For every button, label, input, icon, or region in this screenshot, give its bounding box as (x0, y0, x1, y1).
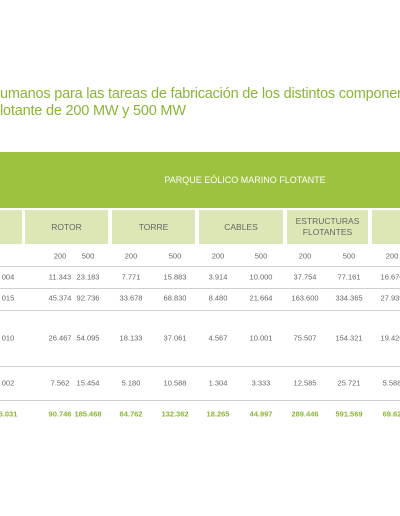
table-cell: 21.664 (249, 293, 273, 303)
table-cell: 8.480 (208, 293, 228, 303)
total-cell: 591.569 (335, 409, 363, 419)
table-cell: 4.567 (208, 333, 228, 343)
table-cell: 12.585 (293, 378, 317, 388)
table-cell: 10.000 (249, 272, 273, 282)
table-cell: 68.830 (163, 293, 187, 303)
table-cell: 54.095 (76, 333, 100, 343)
column-header: SUB (372, 210, 400, 244)
subheader: 200 (211, 251, 225, 261)
table-cell: 18.133 (119, 333, 143, 343)
table-cell: 002 (1, 378, 15, 388)
subheader: 500 (342, 251, 356, 261)
group-header: PARQUE EÓLICO MARINO FLOTANTE (164, 175, 326, 185)
table-cell: 334.365 (335, 293, 363, 303)
row-rule (0, 266, 400, 267)
subheader: 500 (254, 251, 268, 261)
table-cell: 5.180 (121, 378, 141, 388)
subheader: 500 (168, 251, 182, 261)
table-cell: 33.678 (119, 293, 143, 303)
total-cell: 64.762 (119, 409, 143, 419)
table-cell: 19.426 (380, 333, 400, 343)
table-cell: 015 (1, 293, 15, 303)
table-cell: 7.771 (121, 272, 141, 282)
table-cell: 154.321 (335, 333, 363, 343)
table-cell: 92.736 (76, 293, 100, 303)
total-cell: 5.031 (0, 409, 18, 419)
row-rule (0, 310, 400, 311)
total-cell: 185.468 (74, 409, 102, 419)
total-cell: 44.997 (249, 409, 273, 419)
table-cell: 26.467 (48, 333, 72, 343)
table-cell: 11.343 (48, 272, 72, 282)
total-cell: 18.265 (206, 409, 230, 419)
table-cell: 75.507 (293, 333, 317, 343)
table-cell: 15.454 (76, 378, 100, 388)
column-header: E (0, 210, 22, 244)
table-cell: 16.676 (380, 272, 400, 282)
table-cell: 37.754 (293, 272, 317, 282)
table-cell: 25.721 (337, 378, 361, 388)
total-cell: 132.362 (161, 409, 189, 419)
subheader: 500 (81, 251, 95, 261)
table-cell: 10.588 (163, 378, 187, 388)
table-cell: 5.588 (382, 378, 400, 388)
table-cell: 10.001 (249, 333, 273, 343)
header-band (0, 152, 400, 208)
row-rule (0, 288, 400, 289)
title-line: lotante de 200 MW y 500 MW (0, 103, 186, 119)
table-cell: 010 (1, 333, 15, 343)
table-cell: 77.161 (337, 272, 361, 282)
table-cell: 1.304 (208, 378, 228, 388)
column-header: TORRE (112, 210, 195, 244)
table-cell: 23.183 (76, 272, 100, 282)
column-header: CABLES (199, 210, 283, 244)
row-rule (0, 400, 400, 401)
table-cell: 37.061 (163, 333, 187, 343)
table-cell: 7.562 (50, 378, 70, 388)
column-header: ESTRUCTURAS FLOTANTES (287, 210, 368, 244)
row-rule (0, 366, 400, 367)
title-line: umanos para las tareas de fabricación de… (0, 86, 400, 102)
table-cell: 45.374 (48, 293, 72, 303)
table-cell: 163.600 (291, 293, 319, 303)
table-cell: 3.333 (251, 378, 271, 388)
table-cell: 15.883 (163, 272, 187, 282)
table-cell: 004 (1, 272, 15, 282)
total-cell: 289.446 (291, 409, 319, 419)
table-cell: 3.914 (208, 272, 228, 282)
subheader: 200 (124, 251, 138, 261)
subheader: 200 (298, 251, 312, 261)
total-cell: 90.746 (48, 409, 72, 419)
column-header: ROTOR (25, 210, 108, 244)
total-cell: 69.62 (382, 409, 400, 419)
table-cell: 27.939 (380, 293, 400, 303)
subheader: 200 (53, 251, 67, 261)
subheader: 200 (385, 251, 399, 261)
